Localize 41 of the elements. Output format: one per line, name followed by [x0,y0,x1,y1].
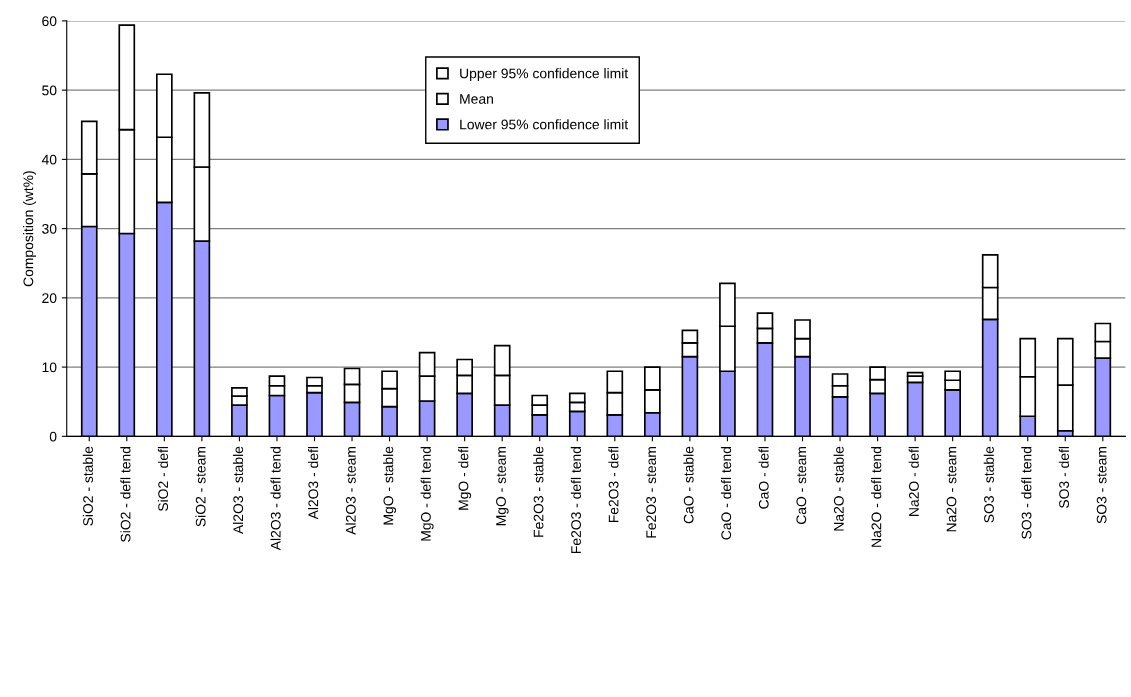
x-tick-label: SiO2 - steam [195,446,206,527]
y-tick-label: 50 [42,85,57,96]
y-tick-label: 40 [41,154,57,165]
x-tick-label: MgO - defl tend [420,446,434,541]
legend-label: Mean [460,94,493,104]
bar [906,381,924,437]
x-tick-label: MgO - stable [383,446,397,525]
x-tick-label: Na2O - defl tend [871,446,882,547]
x-tick-label: Al2O3 - defl [308,446,319,520]
y-tick-label: 20 [42,293,57,304]
x-tick-label: MgO - steam [496,446,509,526]
x-tick-label: Fe2O3 - stable [533,446,544,537]
legend-label: Lower 95% confidence limit [460,119,629,130]
x-tick-label: SO3 - defl [1058,446,1070,508]
x-tick-label: CaO - steam [796,446,807,525]
x-tick-label: CaO - defl [758,446,769,509]
x-tick-label: Na2O - steam [946,446,957,532]
x-tick-label: CaO - stable [683,446,694,524]
x-tick-label: Na2O - stable [833,446,844,531]
bar [306,391,323,437]
x-tick-label: SiO2 - defl tend [120,446,131,542]
x-tick-label: SO3 - stable [983,446,994,523]
x-tick-label: SiO2 - stable [82,446,93,526]
y-tick-label: 60 [42,16,57,27]
x-tick-label: Na2O - defl [908,446,919,516]
x-tick-label: Al2O3 - steam [345,446,356,535]
x-tick-label: SO3 - defl tend [1021,446,1032,539]
x-tick-label: Al2O3 - defl tend [270,446,281,551]
y-tick-label: 0 [49,431,57,442]
y-tick-label: 30 [42,223,57,234]
x-tick-label: Fe2O3 - defl [608,446,619,523]
x-tick-label: Al2O3 - stable [232,446,244,535]
x-tick-label: MgO - defl [458,446,472,510]
x-tick-label: SiO2 - defl [157,446,169,512]
x-tick-label: Fe2O3 - defl tend [570,446,581,553]
x-tick-label: CaO - defl tend [720,446,732,540]
x-tick-label: SO3 - steam [1096,446,1107,524]
y-axis-title: Composition (wt%) [23,171,36,287]
y-tick-label: 10 [42,362,57,373]
legend-label: Upper 95% confidence limit [460,68,629,82]
x-tick-label: Fe2O3 - steam [646,446,657,538]
